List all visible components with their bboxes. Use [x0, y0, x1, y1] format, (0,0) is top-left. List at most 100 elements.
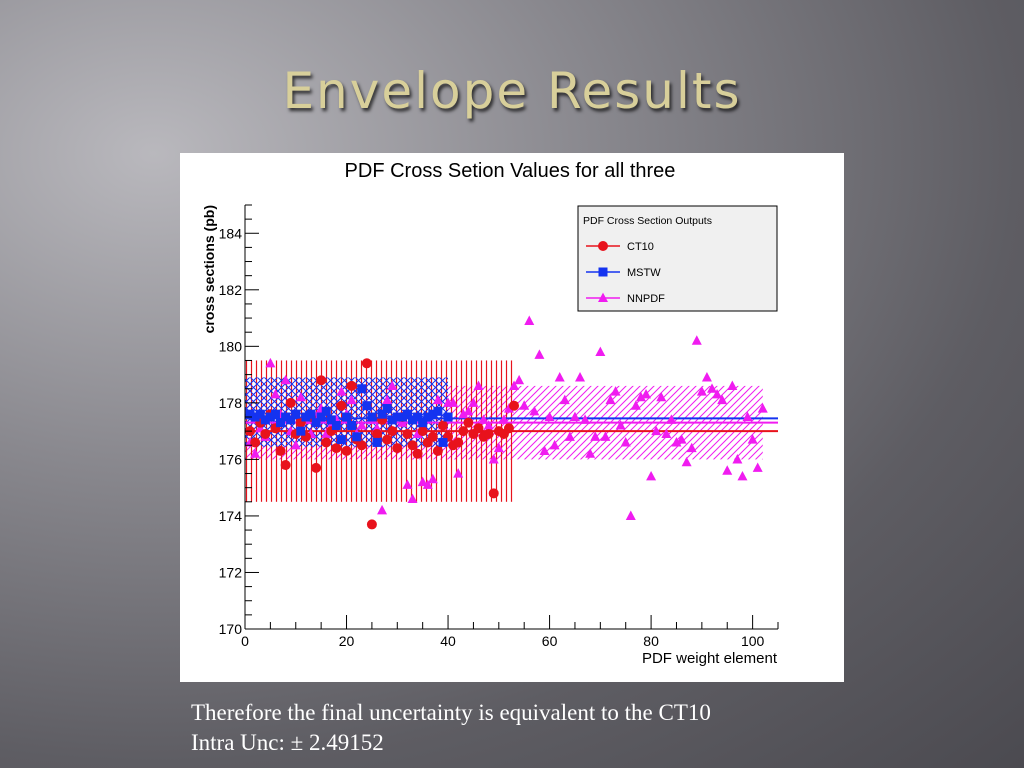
point-nnpdf	[646, 470, 657, 481]
point-ct10	[427, 431, 438, 442]
point-nnpdf	[417, 476, 428, 487]
point-nnpdf	[519, 400, 530, 410]
point-mstw	[281, 412, 291, 422]
point-mstw	[443, 412, 453, 422]
point-mstw	[306, 409, 316, 419]
point-nnpdf	[295, 391, 306, 402]
y-tick-label: 180	[219, 338, 243, 354]
x-tick-label: 80	[643, 633, 659, 649]
footnote-line-2: Intra Unc: ± 2.49152	[191, 730, 384, 755]
point-nnpdf	[544, 411, 555, 422]
point-nnpdf	[737, 470, 748, 481]
point-nnpdf	[412, 428, 423, 439]
point-nnpdf	[569, 411, 580, 422]
point-nnpdf	[336, 386, 347, 396]
point-ct10	[402, 428, 413, 439]
point-ct10	[392, 443, 403, 454]
point-nnpdf	[732, 454, 743, 464]
point-nnpdf	[590, 431, 601, 441]
x-tick-label: 100	[741, 633, 765, 649]
point-ct10	[437, 420, 448, 431]
point-ct10	[285, 397, 296, 408]
point-nnpdf	[610, 386, 621, 396]
x-tick-label: 20	[339, 633, 355, 649]
point-ct10	[387, 426, 398, 437]
point-nnpdf	[575, 372, 586, 382]
point-mstw	[265, 412, 275, 422]
point-nnpdf	[656, 391, 667, 402]
point-nnpdf	[722, 465, 733, 475]
point-nnpdf	[676, 434, 687, 444]
chart-title: PDF Cross Setion Values for all three	[345, 160, 676, 182]
legend-label-nnpdf: NNPDF	[627, 293, 665, 305]
legend-marker-mstw	[598, 267, 608, 277]
y-tick-label: 178	[219, 395, 243, 411]
point-nnpdf	[742, 411, 753, 422]
point-mstw	[296, 426, 306, 436]
point-ct10	[356, 440, 367, 451]
x-tick-label: 0	[241, 633, 249, 649]
point-mstw	[316, 412, 326, 422]
y-axis-label: cross sections (pb)	[201, 205, 217, 333]
point-mstw	[367, 412, 377, 422]
point-nnpdf	[727, 380, 738, 390]
point-nnpdf	[620, 437, 631, 447]
point-nnpdf	[671, 437, 682, 447]
point-ct10	[473, 423, 484, 434]
point-nnpdf	[468, 397, 479, 407]
point-mstw	[362, 401, 372, 411]
point-mstw	[433, 406, 443, 416]
point-mstw	[291, 409, 301, 419]
point-nnpdf	[595, 346, 606, 357]
point-mstw	[326, 415, 336, 425]
y-tick-label: 182	[219, 282, 243, 298]
legend: PDF Cross Section Outputs CT10 MSTW NNPDF	[577, 205, 778, 312]
point-mstw	[377, 409, 387, 419]
legend-label-ct10: CT10	[627, 241, 654, 253]
point-ct10	[509, 400, 520, 411]
point-mstw	[397, 412, 407, 422]
point-nnpdf	[463, 405, 474, 416]
x-tick-label: 60	[542, 633, 558, 649]
point-ct10	[316, 375, 327, 386]
point-mstw	[255, 409, 265, 419]
chart-svg: PDF Cross Setion Values for all three 17…	[201, 160, 779, 667]
point-mstw	[408, 415, 418, 425]
point-mstw	[270, 409, 280, 419]
point-mstw	[428, 409, 438, 419]
y-tick-label: 174	[219, 508, 243, 524]
point-ct10	[432, 445, 443, 456]
point-nnpdf	[666, 414, 677, 424]
footnote-line-1: Therefore the final uncertainty is equiv…	[191, 700, 711, 725]
point-nnpdf	[539, 445, 550, 455]
point-nnpdf	[752, 462, 763, 472]
point-mstw	[352, 432, 362, 442]
point-nnpdf	[453, 468, 464, 478]
point-ct10	[417, 426, 428, 437]
point-nnpdf	[625, 510, 636, 520]
point-nnpdf	[509, 380, 520, 390]
point-mstw	[438, 437, 448, 447]
point-nnpdf	[377, 504, 388, 515]
point-nnpdf	[321, 428, 332, 439]
point-nnpdf	[707, 383, 718, 393]
point-ct10	[371, 428, 382, 439]
point-nnpdf	[290, 439, 301, 450]
point-nnpdf	[498, 414, 509, 424]
point-nnpdf	[635, 391, 646, 402]
point-nnpdf	[661, 428, 672, 439]
point-nnpdf	[686, 442, 697, 453]
legend-title: PDF Cross Section Outputs	[583, 215, 712, 227]
point-ct10	[331, 443, 342, 454]
point-nnpdf	[280, 374, 291, 385]
point-nnpdf	[717, 394, 728, 405]
legend-marker-nnpdf	[598, 292, 608, 303]
point-ct10	[463, 417, 474, 428]
point-mstw	[387, 415, 397, 425]
point-mstw	[260, 415, 270, 425]
point-mstw	[301, 412, 311, 422]
point-nnpdf	[580, 414, 591, 424]
slide-title: Envelope Results	[282, 62, 742, 120]
point-nnpdf	[712, 388, 723, 399]
point-nnpdf	[691, 335, 702, 345]
